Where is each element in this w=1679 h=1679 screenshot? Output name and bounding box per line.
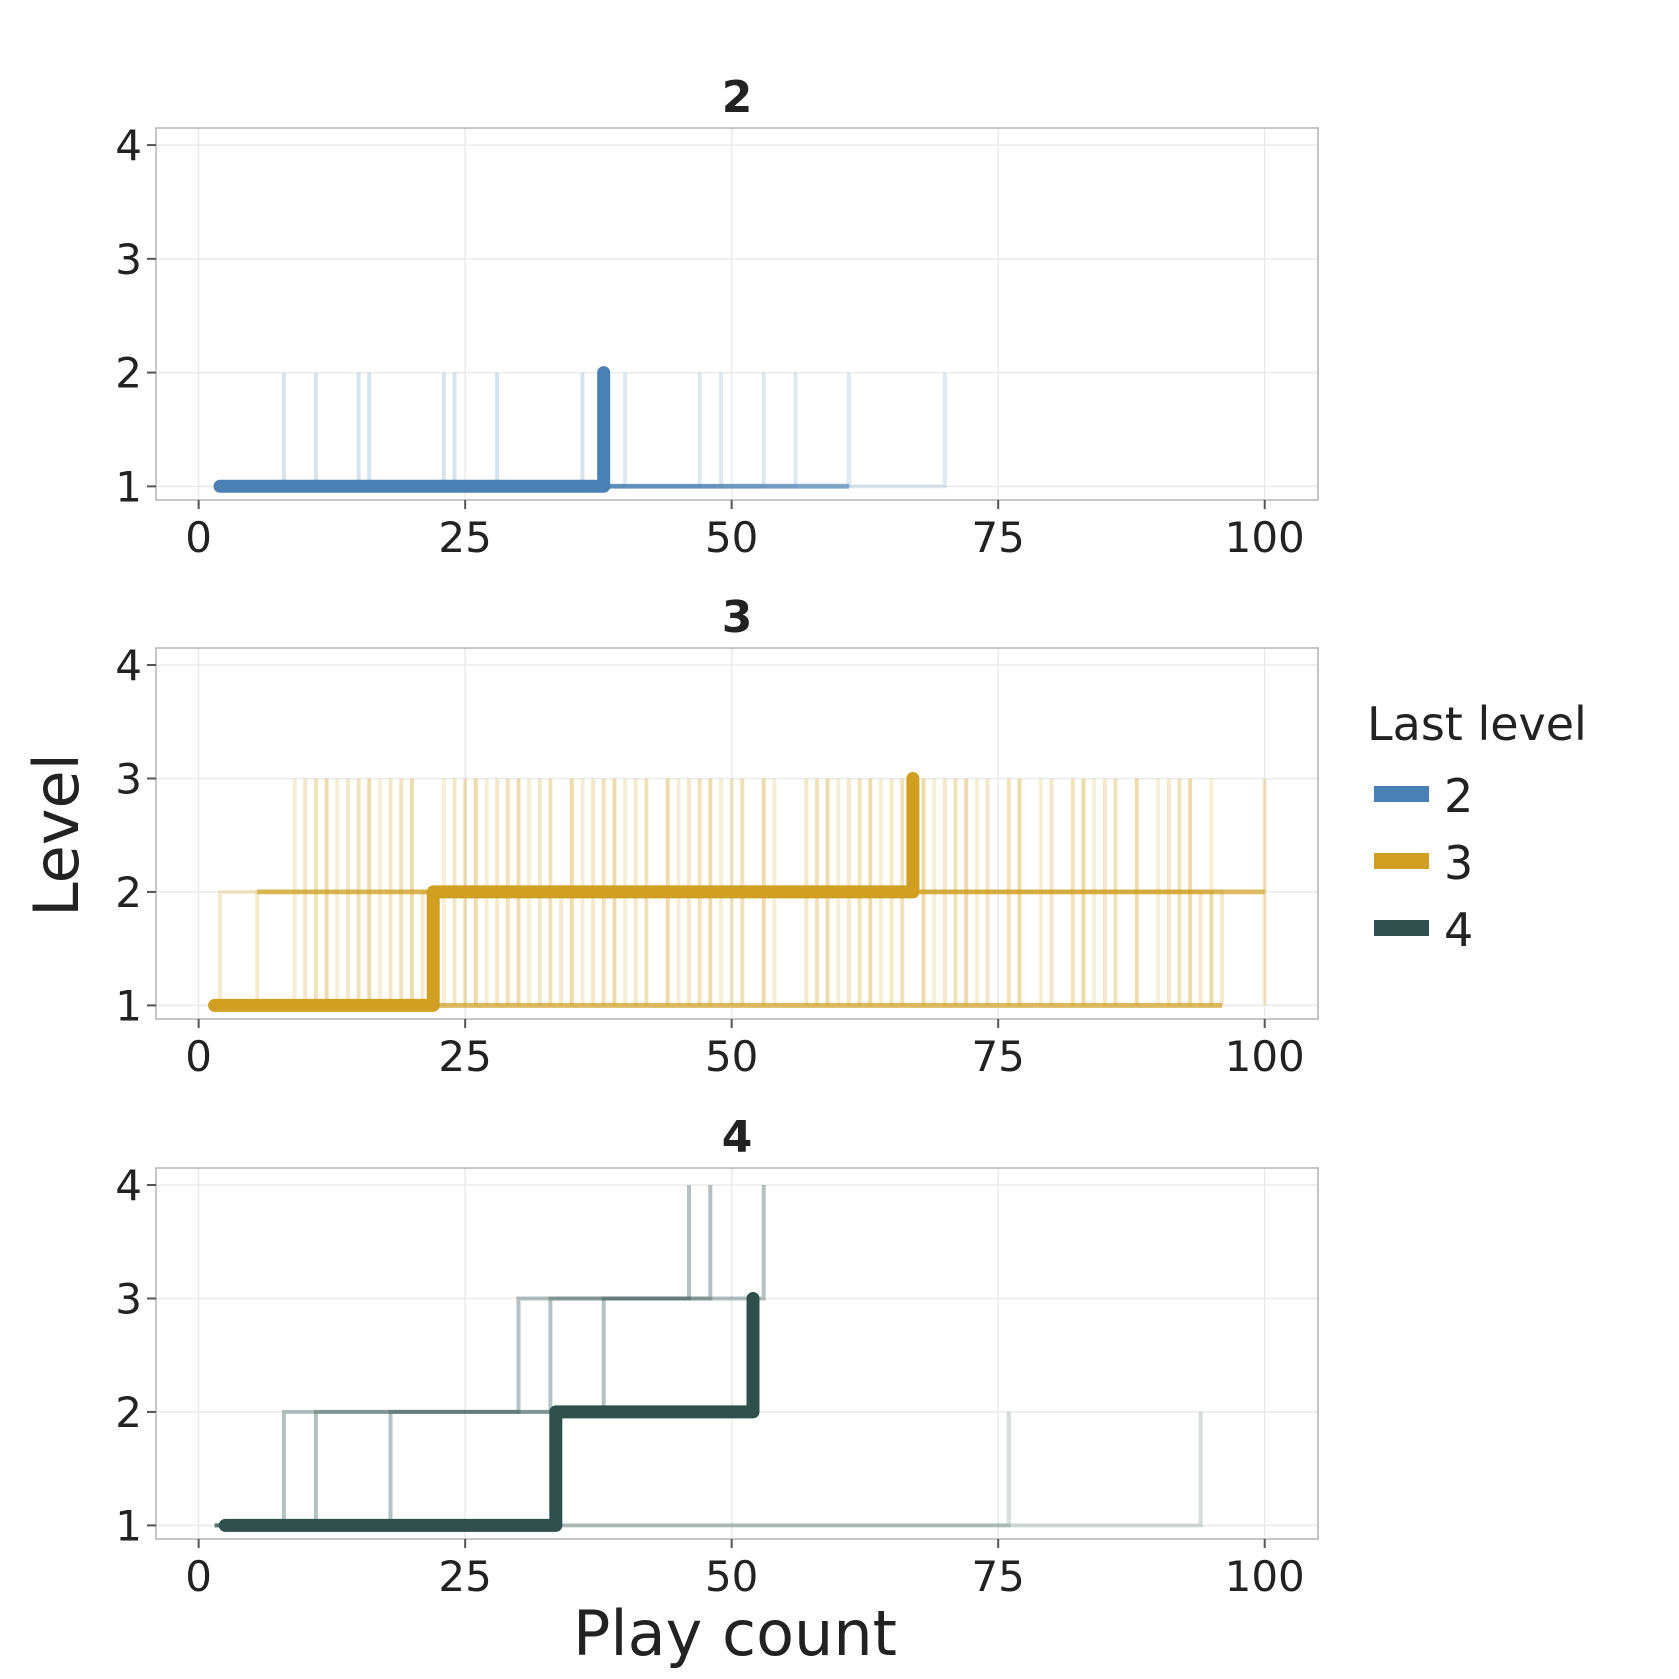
series-3 bbox=[208, 772, 1267, 1012]
panel-3: 1 2 3 4 0 25 50 75 100 3 bbox=[115, 592, 1319, 1081]
panel-4: 1 2 3 4 0 25 50 75 100 4 bbox=[115, 1112, 1319, 1601]
y-axis: 1 2 3 4 bbox=[115, 641, 156, 1030]
legend-label-3: 3 bbox=[1444, 836, 1473, 890]
y-tick-label: 1 bbox=[115, 981, 142, 1030]
series-4 bbox=[214, 1185, 1203, 1532]
y-axis: 1 2 3 4 bbox=[115, 1161, 156, 1550]
gridlines bbox=[156, 1168, 1318, 1539]
y-tick-label: 2 bbox=[115, 868, 142, 917]
panel-background bbox=[156, 1168, 1318, 1539]
highlight-trajectory bbox=[213, 366, 611, 493]
series-2 bbox=[213, 366, 947, 493]
y-axis: 1 2 3 4 bbox=[115, 121, 156, 511]
y-axis-title: Level bbox=[20, 753, 93, 917]
x-tick-label: 75 bbox=[971, 1032, 1024, 1081]
x-axis: 0 25 50 75 100 bbox=[185, 1019, 1305, 1081]
y-tick-label: 4 bbox=[115, 641, 142, 690]
x-axis: 0 25 50 75 100 bbox=[185, 500, 1305, 562]
x-tick-label: 100 bbox=[1225, 1032, 1305, 1081]
x-tick-label: 50 bbox=[705, 513, 758, 562]
x-tick-label: 25 bbox=[438, 513, 491, 562]
x-tick-label: 0 bbox=[185, 1032, 212, 1081]
x-tick-label: 25 bbox=[438, 1032, 491, 1081]
panel-2: 1 2 3 4 0 25 50 75 100 2 bbox=[115, 72, 1319, 562]
x-tick-label: 50 bbox=[705, 1552, 758, 1601]
panel-border bbox=[155, 1167, 1319, 1540]
y-tick-label: 3 bbox=[115, 754, 142, 803]
x-tick-label: 0 bbox=[185, 1552, 212, 1601]
x-axis-title: Play count bbox=[573, 1597, 897, 1670]
panel-title: 4 bbox=[722, 1112, 753, 1163]
y-tick-label: 4 bbox=[115, 121, 142, 170]
x-tick-label: 75 bbox=[971, 513, 1024, 562]
y-tick-label: 3 bbox=[115, 235, 142, 284]
x-tick-label: 100 bbox=[1225, 513, 1305, 562]
panels: 1 2 3 4 0 25 50 75 100 2 1 2 3 4 0 25 50 75 100 3 1 2 3 4 0 25 50 7… bbox=[115, 72, 1319, 1601]
x-tick-label: 0 bbox=[185, 513, 212, 562]
panel-border bbox=[155, 127, 1319, 501]
y-tick-label: 3 bbox=[115, 1274, 142, 1323]
panel-background bbox=[156, 128, 1318, 500]
y-tick-label: 1 bbox=[115, 1501, 142, 1550]
panel-background bbox=[156, 648, 1318, 1019]
y-tick-label: 4 bbox=[115, 1161, 142, 1210]
legend: Last level 2 3 4 bbox=[1367, 697, 1587, 957]
highlight-trajectory bbox=[208, 772, 920, 1012]
faint-trajectory bbox=[555, 1411, 1203, 1528]
panel-title: 3 bbox=[722, 592, 753, 643]
legend-key-2 bbox=[1374, 786, 1429, 802]
x-tick-label: 50 bbox=[705, 1032, 758, 1081]
panel-border bbox=[155, 647, 1319, 1020]
y-tick-label: 1 bbox=[115, 462, 142, 511]
y-tick-label: 2 bbox=[115, 349, 142, 398]
legend-label-2: 2 bbox=[1444, 769, 1473, 823]
legend-label-4: 4 bbox=[1444, 903, 1473, 957]
x-tick-label: 100 bbox=[1225, 1552, 1305, 1601]
x-tick-label: 75 bbox=[971, 1552, 1024, 1601]
x-axis: 0 25 50 75 100 bbox=[185, 1539, 1305, 1601]
panel-title: 2 bbox=[722, 72, 753, 123]
legend-key-4 bbox=[1374, 920, 1429, 936]
y-tick-label: 2 bbox=[115, 1388, 142, 1437]
legend-title: Last level bbox=[1367, 697, 1587, 751]
x-tick-label: 25 bbox=[438, 1552, 491, 1601]
legend-key-3 bbox=[1374, 853, 1429, 869]
highlight-trajectory bbox=[218, 1292, 760, 1532]
